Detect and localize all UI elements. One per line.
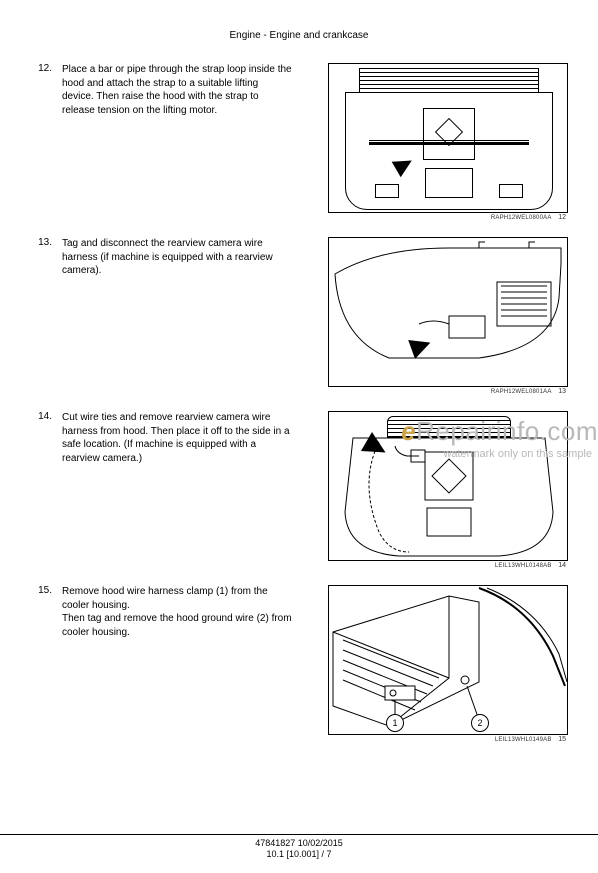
- figure-caption: RAPH12WEL0800AA 12: [328, 213, 568, 221]
- step-number: 13.: [30, 237, 52, 248]
- watermark-e: e: [401, 416, 416, 446]
- step-figure-wrap: 1 2 LEIL13WHL0149AB 15: [308, 585, 568, 743]
- watermark-subtitle: watermark only on this sample: [443, 448, 592, 460]
- step-text: Remove hood wire harness clamp (1) from …: [62, 585, 298, 639]
- figure-caption: LEIL13WHL0149AB 15: [328, 735, 568, 743]
- callout-2: 2: [471, 714, 489, 732]
- step-text: Tag and disconnect the rearview camera w…: [62, 237, 298, 278]
- figure-13: [328, 237, 568, 387]
- header-title: Engine - Engine and crankcase: [230, 30, 369, 41]
- figure-15: 1 2: [328, 585, 568, 735]
- figure-12: [328, 63, 568, 213]
- figure-code: RAPH12WEL0801AA: [491, 389, 552, 395]
- step-text-line2: Then tag and remove the hood ground wire…: [62, 613, 292, 638]
- step-figure-wrap: RAPH12WEL0800AA 12: [308, 63, 568, 221]
- figure-caption: LEIL13WHL0148AB 14: [328, 561, 568, 569]
- callout-1: 1: [386, 714, 404, 732]
- figure-number: 12: [558, 214, 566, 221]
- step-13: 13. Tag and disconnect the rearview came…: [30, 237, 568, 395]
- footer-line1: 47841827 10/02/2015: [0, 838, 598, 848]
- figure-code: LEIL13WHL0149AB: [495, 737, 552, 743]
- hood-side-svg: [329, 238, 568, 387]
- manual-page: Engine - Engine and crankcase 12. Place …: [0, 0, 598, 873]
- step-number: 14.: [30, 411, 52, 422]
- figure-code: RAPH12WEL0800AA: [491, 215, 552, 221]
- footer-line2: 10.1 [10.001] / 7: [0, 849, 598, 859]
- step-number: 15.: [30, 585, 52, 596]
- cooler-svg: [329, 586, 568, 735]
- page-footer: 47841827 10/02/2015 10.1 [10.001] / 7: [0, 834, 598, 859]
- step-text: Cut wire ties and remove rearview camera…: [62, 411, 298, 465]
- figure-number: 13: [558, 388, 566, 395]
- watermark-text: Repairinfo.com: [416, 416, 598, 446]
- figure-number: 15: [558, 736, 566, 743]
- figure-caption: RAPH12WEL0801AA 13: [328, 387, 568, 395]
- step-text-line1: Remove hood wire harness clamp (1) from …: [62, 586, 268, 611]
- step-figure-wrap: RAPH12WEL0801AA 13: [308, 237, 568, 395]
- step-text: Place a bar or pipe through the strap lo…: [62, 63, 298, 117]
- figure-code: LEIL13WHL0148AB: [495, 563, 552, 569]
- watermark-logo: eRepairinfo.com: [401, 416, 598, 447]
- page-header: Engine - Engine and crankcase: [30, 30, 568, 41]
- step-12: 12. Place a bar or pipe through the stra…: [30, 63, 568, 221]
- step-number: 12.: [30, 63, 52, 74]
- figure-number: 14: [558, 562, 566, 569]
- step-15: 15. Remove hood wire harness clamp (1) f…: [30, 585, 568, 743]
